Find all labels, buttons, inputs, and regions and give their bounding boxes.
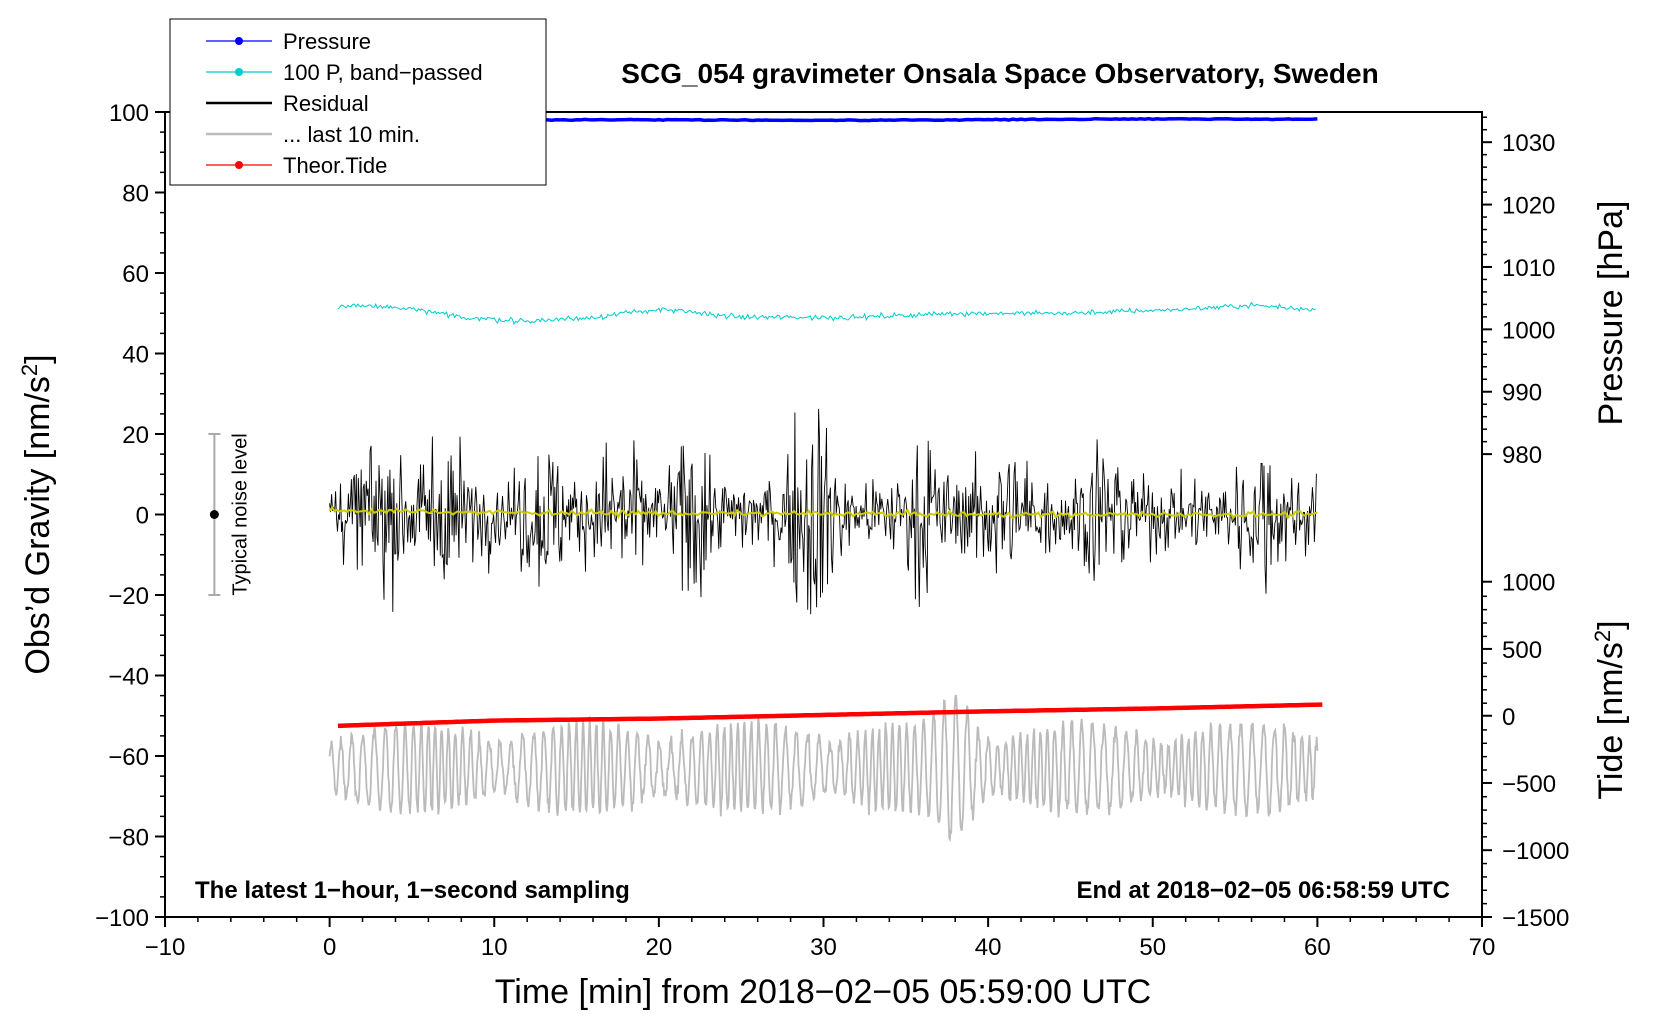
pressure-tick-label: 1020 [1502,193,1555,220]
tide-tick-label: −1500 [1502,905,1569,932]
legend-label: 100 P, band−passed [283,60,483,85]
legend-label: Theor.Tide [283,153,387,178]
x-tick-label: 70 [1469,934,1496,961]
y-tick-label: 40 [122,342,149,369]
legend-marker [235,68,243,76]
y-axis-left: −100 −80 −60 −40 −20 0 20 40 60 80 100 [95,100,165,932]
tide-axis-label: Tide [nm/s2] [1590,620,1630,799]
x-tick-label: −10 [145,934,186,961]
legend-label: ... last 10 min. [283,122,420,147]
x-axis: −10 0 10 20 30 40 50 60 70 [145,917,1496,961]
tide-tick-label: 1000 [1502,570,1555,597]
y-axis-pressure: 980 990 1000 1010 1020 1030 [1482,116,1555,469]
x-tick-label: 50 [1139,934,1166,961]
series-residual [329,408,1317,615]
y-axis-left-label: Obs’d Gravity [nm/s2] [17,354,57,674]
legend-label: Pressure [283,29,371,54]
series-band-passed [337,301,1316,326]
annotation-left: The latest 1−hour, 1−second sampling [195,877,630,904]
pressure-tick-label: 1010 [1502,255,1555,282]
annotation-right: End at 2018−02−05 06:58:59 UTC [1076,877,1450,904]
pressure-tick-label: 980 [1502,442,1542,469]
x-axis-label: Time [min] from 2018−02−05 05:59:00 UTC [495,973,1151,1011]
tide-tick-label: −1000 [1502,838,1569,865]
pressure-axis-label: Pressure [hPa] [1592,201,1630,426]
pressure-tick-label: 1030 [1502,130,1555,157]
tide-tick-label: −500 [1502,771,1556,798]
x-tick-label: 40 [975,934,1002,961]
x-tick-label: 20 [646,934,673,961]
series-theor-tide [337,702,1323,729]
x-tick-label: 0 [323,934,336,961]
y-axis-tide: −1500 −1000 −500 0 500 1000 [1482,570,1569,932]
y-tick-label: 100 [109,100,149,127]
noise-label: Typical noise level [229,433,251,595]
series-last-10-min [328,694,1319,843]
y-tick-label: −60 [108,744,149,771]
y-tick-label: 0 [136,503,149,530]
legend-marker [235,161,243,169]
legend-label: Residual [283,91,369,116]
chart-title: SCG_054 gravimeter Onsala Space Observat… [621,58,1378,89]
y-tick-label: −80 [108,825,149,852]
legend-marker [235,37,243,45]
y-tick-label: 20 [122,422,149,449]
x-tick-label: 60 [1304,934,1331,961]
series-layer [328,116,1323,843]
tide-tick-label: 0 [1502,704,1515,731]
legend: Pressure 100 P, band−passed Residual ... la… [169,18,547,186]
y-tick-label: −20 [108,583,149,610]
y-tick-label: 60 [122,261,149,288]
y-tick-label: 80 [122,181,149,208]
tide-tick-label: 500 [1502,637,1542,664]
y-tick-label: −100 [95,905,149,932]
pressure-tick-label: 990 [1502,380,1542,407]
pressure-tick-label: 1000 [1502,317,1555,344]
noise-dot [209,510,219,519]
noise-level-indicator: Typical noise level [208,433,251,596]
series-residual-mean [328,505,1318,520]
y-tick-label: −40 [108,664,149,691]
x-tick-label: 10 [481,934,508,961]
x-tick-label: 30 [810,934,837,961]
